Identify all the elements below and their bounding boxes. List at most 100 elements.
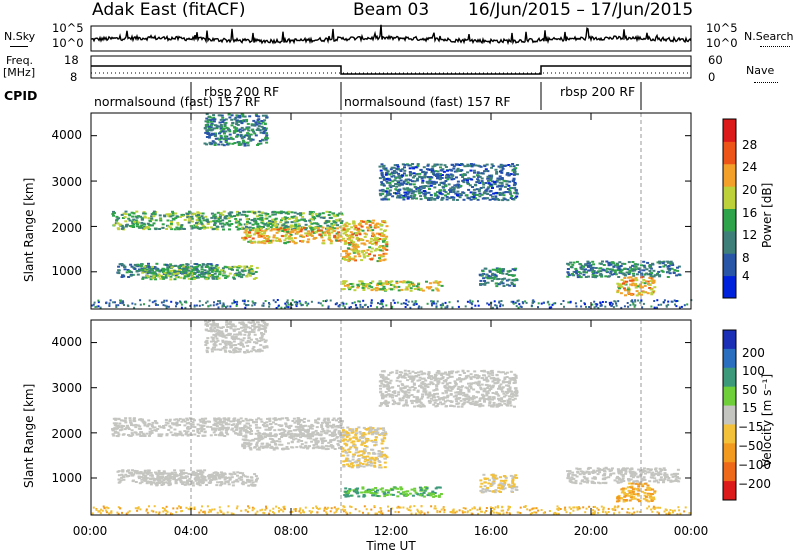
echo-cell bbox=[111, 429, 115, 432]
echo-cell bbox=[476, 174, 480, 177]
echo-cell bbox=[217, 277, 221, 280]
echo-cell bbox=[292, 225, 296, 228]
echo-cell bbox=[117, 269, 121, 272]
echo-cell bbox=[249, 239, 253, 242]
echo-cell bbox=[264, 425, 268, 428]
echo-cell bbox=[227, 217, 231, 220]
ground-scatter-cell bbox=[670, 300, 673, 303]
echo-cell bbox=[348, 252, 352, 255]
echo-cell bbox=[306, 447, 309, 450]
echo-cell bbox=[125, 426, 129, 429]
echo-cell bbox=[142, 477, 146, 479]
echo-cell bbox=[493, 183, 497, 185]
echo-cell bbox=[626, 288, 630, 291]
echo-cell bbox=[512, 173, 516, 176]
echo-cell bbox=[471, 191, 475, 194]
echo-cell bbox=[247, 479, 251, 482]
echo-cell bbox=[234, 221, 238, 224]
echo-cell bbox=[391, 171, 395, 174]
ground-scatter-cell bbox=[466, 300, 469, 303]
echo-cell bbox=[326, 417, 330, 420]
echo-cell bbox=[330, 228, 334, 231]
echo-cell bbox=[616, 269, 620, 272]
echo-cell bbox=[324, 447, 328, 450]
echo-cell bbox=[613, 269, 617, 272]
echo-cell bbox=[147, 470, 150, 473]
echo-cell bbox=[196, 269, 199, 272]
echo-cell bbox=[301, 215, 305, 218]
echo-cell bbox=[417, 283, 420, 286]
echo-cell bbox=[190, 220, 194, 223]
echo-cell bbox=[200, 215, 204, 218]
echo-cell bbox=[332, 417, 336, 420]
ground-scatter-cell bbox=[344, 306, 346, 309]
echo-cell bbox=[339, 422, 343, 425]
echo-cell bbox=[485, 197, 489, 200]
echo-cell bbox=[274, 435, 278, 438]
echo-cell bbox=[124, 210, 128, 213]
echo-cell bbox=[474, 164, 478, 167]
echo-cell bbox=[331, 445, 335, 448]
ground-scatter-cell bbox=[122, 301, 125, 304]
echo-cell bbox=[381, 249, 385, 252]
echo-cell bbox=[166, 267, 170, 270]
echo-cell bbox=[130, 271, 133, 274]
echo-cell bbox=[338, 234, 342, 237]
echo-cell bbox=[454, 163, 458, 166]
echo-cell bbox=[166, 474, 170, 477]
echo-cell bbox=[224, 480, 228, 483]
echo-cell bbox=[236, 116, 240, 118]
echo-cell bbox=[653, 286, 657, 289]
echo-cell bbox=[301, 427, 305, 430]
echo-cell bbox=[368, 285, 372, 288]
echo-cell bbox=[117, 474, 121, 477]
ground-scatter-cell bbox=[217, 300, 219, 303]
echo-cell bbox=[457, 169, 461, 172]
ground-scatter-cell bbox=[546, 301, 549, 304]
echo-cell bbox=[220, 225, 224, 228]
echo-cell bbox=[648, 287, 652, 289]
echo-cell bbox=[239, 223, 243, 226]
echo-cell bbox=[169, 226, 173, 229]
echo-cell bbox=[170, 221, 173, 223]
nsearch-legend-dots bbox=[760, 46, 790, 47]
echo-cell bbox=[249, 350, 253, 353]
echo-cell bbox=[237, 227, 241, 230]
echo-cell bbox=[195, 224, 198, 227]
echo-cell bbox=[503, 198, 507, 201]
echo-cell bbox=[492, 192, 496, 195]
echo-cell bbox=[224, 139, 228, 142]
echo-cell bbox=[321, 226, 325, 229]
echo-cell bbox=[254, 423, 258, 426]
echo-cell bbox=[222, 144, 226, 147]
echo-cell bbox=[305, 434, 309, 437]
echo-cell bbox=[365, 221, 369, 223]
echo-cell bbox=[284, 447, 288, 450]
echo-cell bbox=[261, 442, 265, 445]
echo-cell bbox=[230, 335, 234, 338]
echo-cell bbox=[388, 287, 392, 290]
echo-cell bbox=[198, 219, 202, 222]
echo-cell bbox=[415, 197, 418, 200]
echo-cell bbox=[390, 166, 394, 169]
echo-cell bbox=[255, 123, 259, 126]
ground-scatter-cell bbox=[180, 306, 183, 309]
echo-cell bbox=[259, 327, 263, 330]
echo-cell bbox=[645, 268, 649, 271]
ground-scatter-cell bbox=[112, 301, 115, 304]
echo-cell bbox=[242, 227, 246, 230]
echo-cell bbox=[361, 229, 365, 232]
echo-cell bbox=[640, 281, 644, 284]
echo-cell bbox=[200, 417, 204, 420]
echo-cell bbox=[460, 163, 464, 166]
echo-cell bbox=[229, 473, 233, 476]
echo-cell bbox=[187, 221, 191, 224]
echo-cell bbox=[290, 237, 293, 240]
echo-cell bbox=[255, 129, 259, 131]
echo-cell bbox=[358, 228, 362, 231]
echo-cell bbox=[254, 475, 258, 478]
echo-cell bbox=[205, 484, 209, 486]
echo-cell bbox=[292, 438, 296, 441]
echo-cell bbox=[217, 218, 221, 220]
echo-cell bbox=[263, 122, 267, 125]
